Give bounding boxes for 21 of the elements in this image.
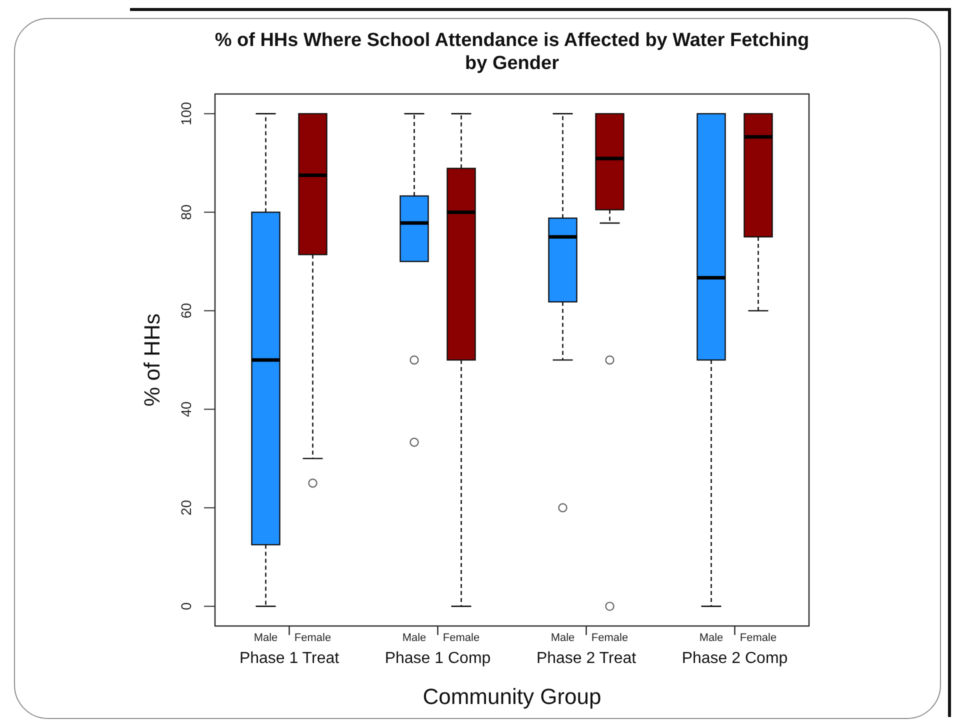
- text: Phase 1 Comp: [384, 650, 491, 667]
- y-tick-label: 80: [178, 204, 194, 220]
- text: Phase 2 Treat: [536, 650, 637, 667]
- x-tick-label: Male: [550, 632, 575, 644]
- x-tick-label: Male: [699, 632, 724, 644]
- y-axis-title: % of HHs: [140, 314, 165, 406]
- y-tick-label: 100: [178, 102, 194, 126]
- x-tick-label: Female: [294, 632, 332, 644]
- x-tick-label: Male: [254, 632, 278, 644]
- y-tick-label: 40: [178, 401, 194, 418]
- chart-title: % of HHs Where School Attendance is Affected by Water Fetching by Gender: [214, 30, 810, 74]
- text: Phase 1 Treat: [239, 650, 340, 667]
- x-tick-label: Male: [402, 632, 426, 644]
- x-axis-title: Community Group: [422, 684, 602, 709]
- x-tick-label: Female: [442, 632, 480, 644]
- y-tick-label: 60: [178, 302, 194, 319]
- x-tick-label: Female: [591, 632, 628, 644]
- x-tick-label: Female: [740, 632, 777, 644]
- text: Phase 2 Comp: [682, 650, 788, 667]
- y-tick-label: 0: [178, 602, 194, 610]
- y-tick-label: 20: [178, 500, 194, 516]
